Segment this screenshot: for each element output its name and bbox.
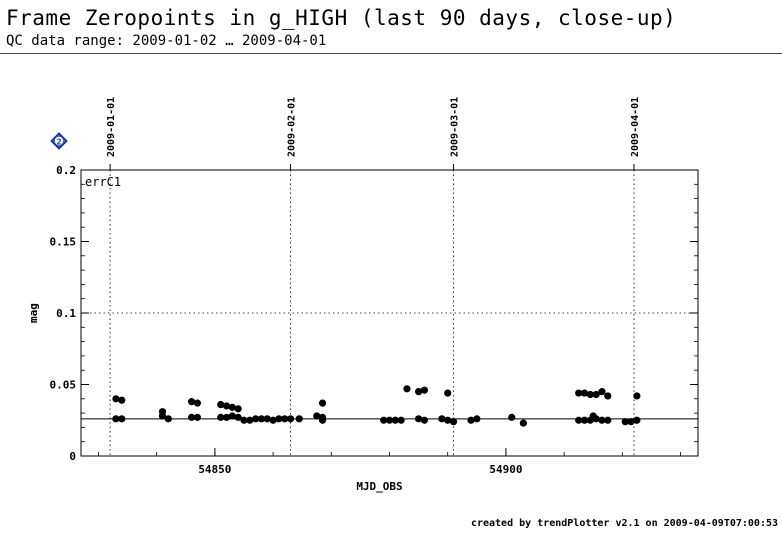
data-point xyxy=(275,415,283,423)
data-point xyxy=(222,413,231,421)
data-point xyxy=(592,415,600,423)
data-point xyxy=(519,419,527,427)
data-point xyxy=(240,416,248,424)
footer-credit: created by trendPlotter v2.1 on 2009-04-… xyxy=(470,518,778,529)
data-point xyxy=(118,415,126,423)
date-marker-label: 2009-03-01 xyxy=(450,97,461,157)
data-point xyxy=(228,412,236,420)
data-point xyxy=(627,418,635,426)
data-point xyxy=(281,415,289,423)
data-point xyxy=(380,416,388,424)
data-point xyxy=(313,412,321,420)
data-point xyxy=(604,416,612,424)
date-marker-label: 2009-02-01 xyxy=(287,97,298,157)
data-point xyxy=(598,388,606,396)
data-point xyxy=(193,399,202,407)
y-axis-label: mag xyxy=(27,303,40,323)
y-tick-label: 0.2 xyxy=(56,164,76,177)
header-divider xyxy=(0,53,782,54)
y-tick-label: 0 xyxy=(69,450,76,463)
data-point xyxy=(252,415,260,423)
y-tick-label: 0.1 xyxy=(56,307,76,320)
data-point xyxy=(234,405,242,413)
data-point xyxy=(112,415,120,423)
data-point xyxy=(586,390,594,399)
data-point xyxy=(318,399,327,407)
help-icon-glyph: 2 xyxy=(56,138,62,147)
data-point xyxy=(234,413,242,421)
data-point xyxy=(112,395,120,403)
data-point xyxy=(415,415,423,423)
data-point xyxy=(217,400,225,409)
scatter-chart: 2009-01-01 2009-02-01 2009-03-01 2009-04-01… xyxy=(27,97,699,493)
chart-subtitle: QC data range: 2009-01-02 … 2009-04-01 xyxy=(6,33,327,49)
data-point xyxy=(269,416,277,424)
data-point xyxy=(467,416,475,424)
data-point xyxy=(575,389,583,397)
data-point xyxy=(621,418,629,426)
data-point xyxy=(580,389,589,397)
data-point xyxy=(508,413,516,421)
data-point xyxy=(118,396,126,404)
data-point xyxy=(444,416,452,424)
help-icon-center xyxy=(54,136,64,146)
data-point xyxy=(420,386,429,394)
data-point xyxy=(217,413,225,421)
data-point xyxy=(391,416,399,424)
data-point xyxy=(222,402,231,410)
data-point xyxy=(246,416,254,424)
series-label: errC1 xyxy=(85,175,121,189)
data-point xyxy=(580,416,589,424)
data-point xyxy=(228,403,236,411)
data-point xyxy=(444,389,452,397)
data-point xyxy=(575,416,583,424)
data-point xyxy=(403,385,411,393)
data-point xyxy=(164,415,172,423)
data-point xyxy=(420,416,429,424)
x-axis-label: MJD_OBS xyxy=(356,480,402,493)
help-icon[interactable]: 2 xyxy=(50,132,68,150)
data-point xyxy=(449,418,458,426)
y-tick-label: 0.15 xyxy=(50,236,77,249)
plot-frame xyxy=(80,169,699,457)
data-point xyxy=(415,388,423,396)
data-point xyxy=(473,415,481,423)
data-point xyxy=(592,390,600,399)
data-point xyxy=(598,416,606,424)
date-marker-label: 2009-04-01 xyxy=(630,97,641,157)
data-point xyxy=(633,392,641,400)
data-point xyxy=(257,415,266,423)
data-point xyxy=(263,415,271,423)
data-point xyxy=(397,416,405,424)
date-marker-label: 2009-01-01 xyxy=(106,97,117,157)
chart-title: Frame Zeropoints in g_HIGH (last 90 days… xyxy=(6,6,677,30)
data-point xyxy=(286,415,295,423)
x-tick-label: 54850 xyxy=(198,463,231,476)
data-point xyxy=(158,412,167,420)
data-point xyxy=(187,413,196,421)
data-point xyxy=(187,398,196,406)
data-point xyxy=(633,416,641,424)
y-tick-label: 0.05 xyxy=(50,379,77,392)
data-point xyxy=(604,392,612,400)
data-point xyxy=(318,416,327,424)
data-point xyxy=(385,416,394,424)
data-point xyxy=(438,415,446,423)
x-tick-label: 54900 xyxy=(489,463,522,476)
data-point xyxy=(295,415,303,423)
data-point xyxy=(193,413,202,421)
